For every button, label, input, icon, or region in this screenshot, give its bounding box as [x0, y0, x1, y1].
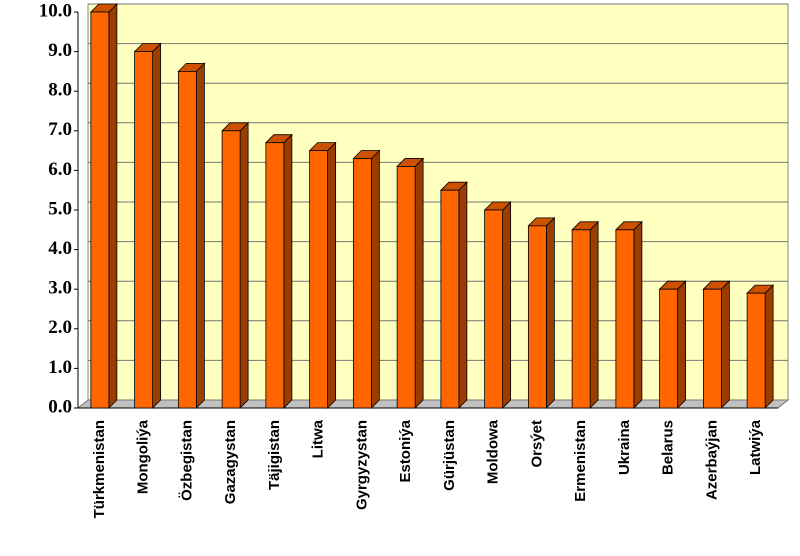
y-tick-label: 8.0 — [48, 80, 72, 101]
x-tick-label: Litwa — [310, 419, 327, 458]
bar — [440, 189, 460, 409]
x-tick-label: Azerbaýjan — [703, 420, 720, 500]
bar — [484, 209, 504, 409]
bar-side — [589, 220, 599, 409]
bar-side — [370, 149, 380, 409]
x-tick-label: Gazagystan — [222, 420, 239, 504]
y-tick-label: 7.0 — [48, 119, 72, 140]
x-tick-label: Ermenistan — [572, 420, 589, 502]
bar-side — [195, 62, 205, 409]
bar — [746, 292, 766, 409]
bar — [309, 150, 329, 409]
bar — [134, 51, 154, 409]
bar — [352, 158, 372, 409]
bar — [702, 288, 722, 409]
x-tick-label: Orsýet — [528, 420, 545, 468]
x-tick-label: Belarus — [660, 420, 677, 475]
x-tick-label: Gürjüstan — [441, 420, 458, 491]
bar-side — [458, 181, 468, 409]
bar-side — [545, 216, 555, 409]
x-tick-label: Ukraina — [616, 419, 633, 475]
bar-side — [764, 284, 774, 409]
bar-side — [414, 157, 424, 409]
y-tick-label: 1.0 — [48, 357, 72, 378]
bar — [659, 288, 679, 409]
y-tick-label: 0.0 — [48, 396, 72, 417]
bar — [90, 11, 110, 409]
x-tick-label: Özbegistan — [178, 420, 195, 501]
bar — [177, 71, 197, 409]
x-tick-label: Türkmenistan — [91, 420, 108, 518]
bar-side — [283, 133, 293, 409]
x-tick-label: Moldowa — [485, 419, 502, 484]
x-tick-label: Estoniýa — [397, 419, 414, 482]
x-tick-label: Gyrgyzystan — [353, 420, 370, 510]
bar — [615, 229, 635, 409]
bar-side — [720, 280, 730, 409]
x-tick-label: Latwiýa — [747, 419, 764, 475]
labels: 0.0 1.0 2.0 3.0 4.0 5.0 6.0 7.0 8.0 9.0 10.0 Türkme… — [39, 0, 764, 518]
bar-side — [152, 42, 162, 409]
y-tick-label: 10.0 — [39, 0, 72, 21]
bar-side — [108, 3, 118, 409]
bar — [527, 225, 547, 409]
y-tick-label: 4.0 — [48, 238, 72, 259]
bar-side — [502, 201, 512, 409]
bar — [571, 229, 591, 409]
bar — [396, 166, 416, 409]
bar-side — [677, 280, 687, 409]
y-tick-label: 3.0 — [48, 278, 72, 299]
y-tick-label: 2.0 — [48, 317, 72, 338]
bar — [221, 130, 241, 409]
bar-side — [239, 121, 249, 409]
bar-side — [633, 220, 643, 409]
x-tick-label: Täjigistan — [266, 420, 283, 490]
y-tick-label: 9.0 — [48, 40, 72, 61]
y-tick-label: 6.0 — [48, 159, 72, 180]
bar-side — [327, 141, 337, 409]
y-tick-label: 5.0 — [48, 198, 72, 219]
bar — [265, 142, 285, 409]
bars — [89, 3, 775, 409]
x-tick-label: Mongoliýa — [135, 419, 152, 494]
